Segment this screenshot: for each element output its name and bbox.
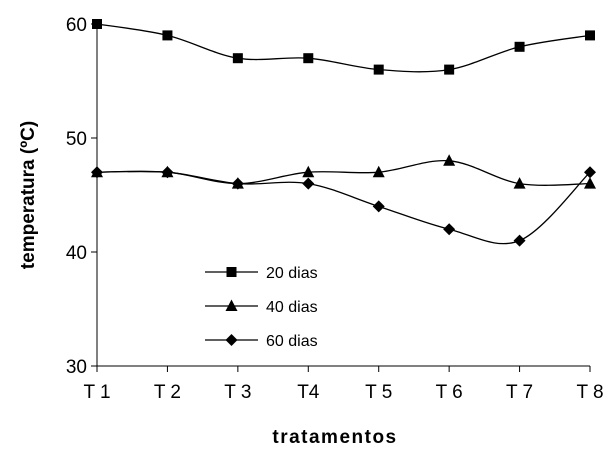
legend-marker — [226, 267, 237, 277]
legend-marker — [225, 334, 238, 346]
tick-labels: 30 40 50 60 T 1 T 2 T 3 T4 T 5 T 6 T 7 T 8 — [66, 15, 604, 403]
data-point — [303, 53, 314, 64]
x-tick-label: T4 — [297, 382, 320, 403]
data-point — [92, 19, 102, 29]
data-point — [162, 30, 173, 41]
y-tick-label: 40 — [66, 243, 87, 264]
y-tick-label: 50 — [66, 129, 87, 150]
data-point — [372, 200, 385, 213]
data-point — [372, 165, 385, 178]
legend-label: 20 dias — [266, 265, 318, 282]
y-axis-title: temperatura (ºC) — [18, 121, 39, 269]
y-tick-label: 30 — [66, 357, 87, 378]
data-point — [585, 30, 595, 41]
x-tick-label: T 7 — [506, 382, 533, 403]
x-tick-label: T 3 — [224, 382, 251, 403]
data-point — [302, 177, 315, 190]
data-point — [513, 177, 526, 189]
y-tick-label: 60 — [66, 15, 87, 36]
data-point — [444, 64, 455, 75]
series-square — [92, 19, 595, 75]
axes — [91, 23, 591, 372]
x-tick-label: T 2 — [154, 382, 181, 403]
x-tick-label: T 5 — [365, 382, 392, 403]
legend: 20 dias 40 dias 60 dias — [205, 265, 318, 350]
data-point — [514, 41, 525, 52]
legend-label: 40 dias — [266, 299, 318, 316]
x-axis-title: tratamentos — [272, 427, 397, 448]
series-line — [96, 23, 591, 73]
legend-item: 20 dias — [205, 265, 318, 282]
data-point — [513, 234, 526, 247]
series-diamond — [91, 166, 596, 247]
legend-item: 60 dias — [205, 333, 318, 350]
series-layer — [91, 19, 596, 247]
data-point — [584, 166, 596, 179]
x-tick-label: T 1 — [83, 382, 110, 403]
legend-label: 60 dias — [266, 333, 318, 350]
x-tick-label: T 6 — [436, 382, 463, 403]
data-point — [584, 177, 596, 189]
series-line — [96, 170, 591, 245]
legend-item: 40 dias — [205, 299, 318, 316]
data-point — [443, 223, 456, 236]
data-point — [443, 154, 456, 166]
data-point — [91, 166, 103, 179]
data-point — [373, 64, 384, 75]
legend-marker — [225, 299, 238, 311]
data-point — [231, 177, 244, 190]
data-point — [232, 53, 243, 64]
x-tick-label: T 8 — [576, 382, 603, 403]
data-point — [161, 166, 174, 179]
data-point — [302, 165, 315, 178]
